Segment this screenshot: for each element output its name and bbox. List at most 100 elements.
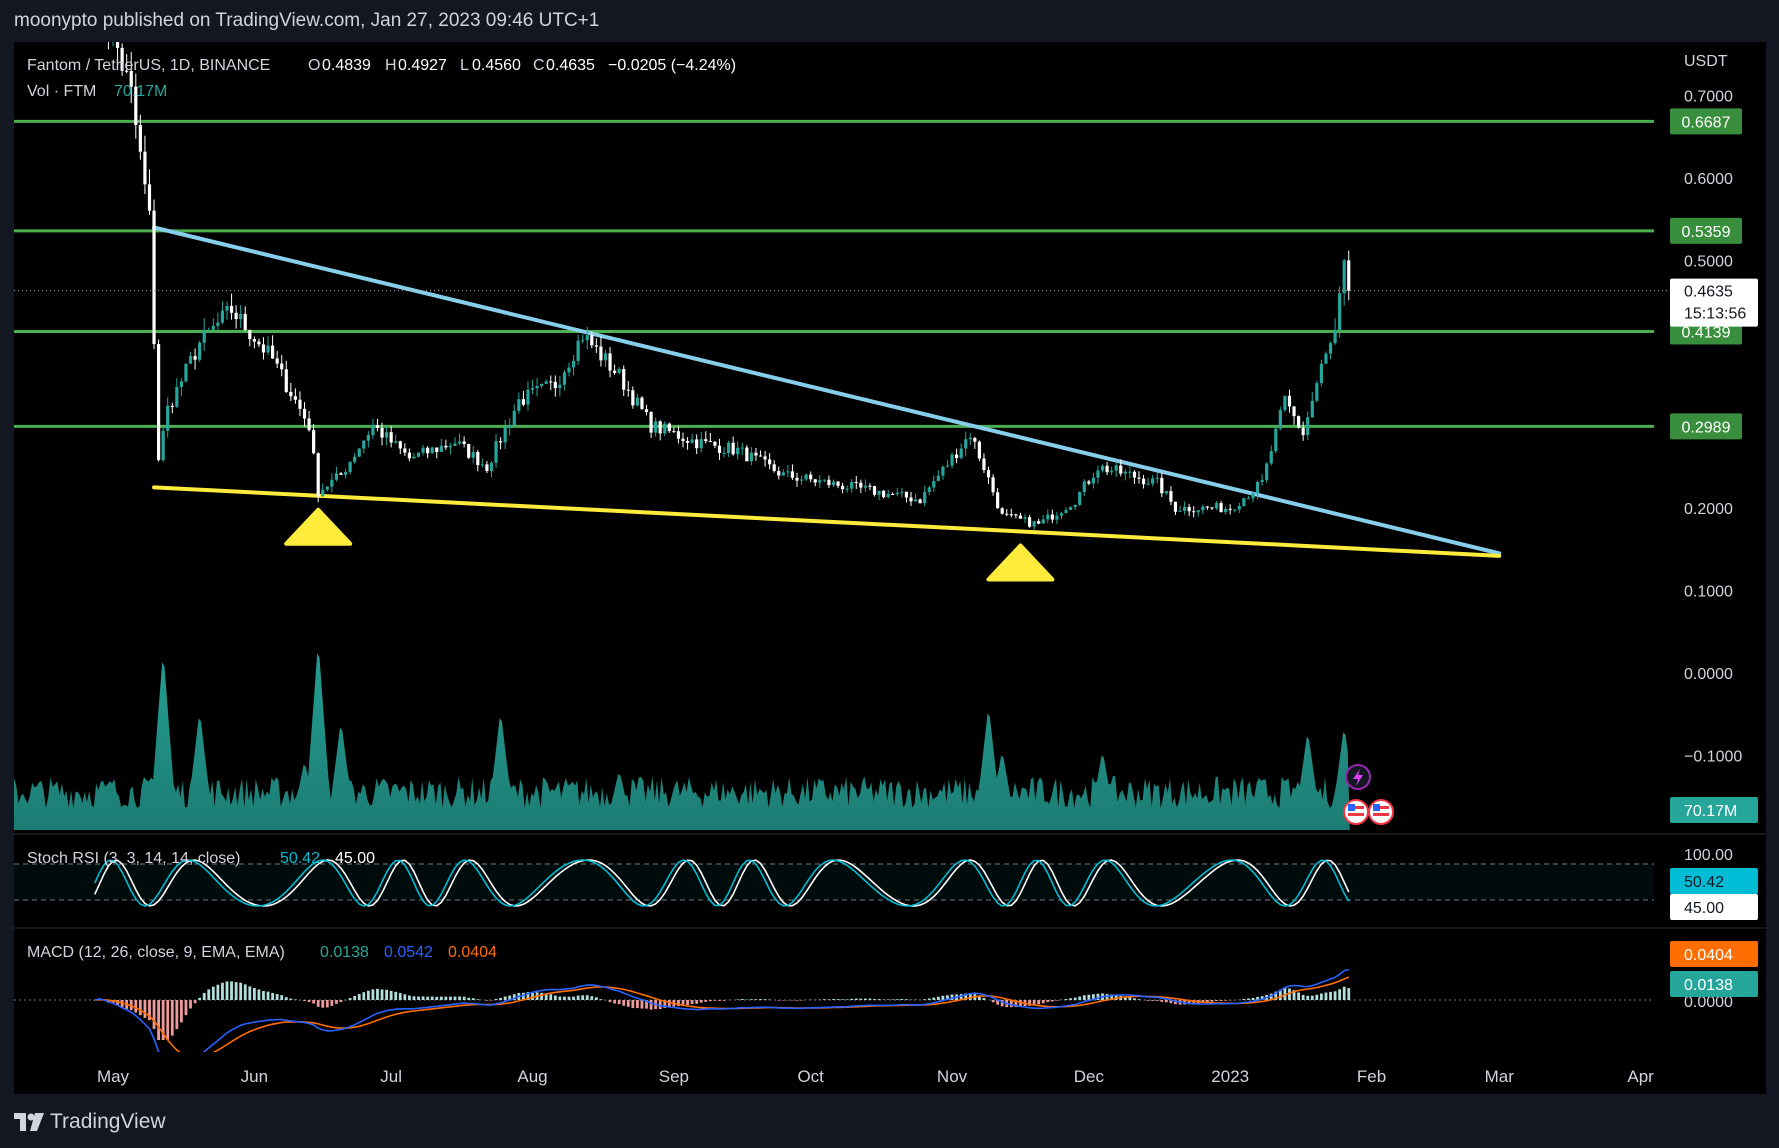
x-tick-label: Mar xyxy=(1485,1067,1515,1086)
countdown-value: 15:13:56 xyxy=(1684,306,1746,323)
macd-legend: MACD (12, 26, close, 9, EMA, EMA) 0.0138… xyxy=(27,944,497,961)
macd-histogram-bar xyxy=(781,1000,785,1001)
candle-body xyxy=(1100,465,1105,471)
stoch-k-line xyxy=(94,859,1350,907)
macd-histogram-bar xyxy=(234,982,238,1000)
macd-histogram-bar xyxy=(134,1000,138,1013)
candle-body xyxy=(754,452,758,456)
macd-histogram-bar xyxy=(166,1000,170,1040)
macd-histogram-bar xyxy=(795,1000,799,1001)
stoch-d-tag-value: 45.00 xyxy=(1684,900,1724,917)
candle-body xyxy=(599,346,603,361)
candle-body xyxy=(895,492,899,495)
us-flag-event-icon[interactable] xyxy=(1343,799,1369,825)
macd-histogram-bar xyxy=(640,1000,644,1009)
candle-body xyxy=(416,452,421,457)
candle-body xyxy=(1251,493,1255,499)
macd-histogram-bar xyxy=(690,1000,694,1005)
macd-pane xyxy=(14,968,1654,1052)
macd-histogram-bar xyxy=(243,984,247,1000)
candle-body xyxy=(166,405,170,431)
candle-body xyxy=(1114,465,1118,471)
stoch-d-line xyxy=(94,859,1350,907)
macd-histogram-bar xyxy=(152,1000,156,1029)
candle-body xyxy=(1132,471,1137,478)
macd-histogram-bar xyxy=(777,1000,781,1001)
macd-histogram-bar xyxy=(1092,994,1095,1000)
candle-body xyxy=(389,432,393,443)
macd-histogram-bar xyxy=(148,1000,151,1021)
chart-frame[interactable] xyxy=(14,42,1766,1094)
macd-histogram-bar xyxy=(1215,1000,1218,1001)
macd-histogram-bar xyxy=(303,1000,306,1002)
candle-body xyxy=(918,499,922,504)
time-axis[interactable]: May Jun Jul Aug Sep Oct Nov Dec 2023 Feb Mar Apr xyxy=(97,1067,1654,1086)
candle-body xyxy=(977,441,981,459)
macd-histogram-bar xyxy=(877,999,881,1000)
candle-body xyxy=(1328,343,1333,354)
tradingview-logo[interactable]: TradingView xyxy=(14,1108,166,1136)
macd-histogram-bar xyxy=(280,995,284,1000)
macd-histogram-bar xyxy=(718,1000,721,1001)
event-icons[interactable] xyxy=(1343,764,1394,825)
candle-body xyxy=(1046,514,1050,520)
candle-body xyxy=(736,447,740,455)
horizontal-levels xyxy=(14,119,1654,428)
candle-body xyxy=(1073,504,1077,508)
us-flag-event-icon[interactable] xyxy=(1368,799,1394,825)
flag-stripe-icon xyxy=(1348,813,1364,816)
legend-l-value: 0.4560 xyxy=(472,57,521,74)
y-tick-label: 0.6000 xyxy=(1684,171,1733,188)
candle-body xyxy=(904,491,909,498)
candle-body xyxy=(462,441,466,444)
candle-body xyxy=(822,479,826,481)
candle-body xyxy=(1009,514,1013,516)
macd-histogram-bar xyxy=(307,1000,311,1002)
candle-body xyxy=(1082,481,1086,493)
macd-histogram-bar xyxy=(946,995,949,1000)
candle-body xyxy=(275,358,279,364)
candle-body xyxy=(950,454,954,466)
candle-body xyxy=(1146,483,1150,485)
macd-histogram-bar xyxy=(526,992,530,1000)
candle-body xyxy=(585,335,589,341)
macd-histogram-bar xyxy=(667,1000,671,1008)
macd-histogram-bar xyxy=(1146,1000,1150,1001)
candle-body xyxy=(603,353,608,361)
candle-body xyxy=(325,486,329,490)
macd-histogram-bar xyxy=(964,993,968,1000)
macd-histogram-bar xyxy=(1192,1000,1196,1005)
candle-body xyxy=(841,485,845,490)
candle-body xyxy=(280,363,284,370)
macd-histogram-bar xyxy=(389,990,393,1000)
candle-body xyxy=(229,305,234,313)
macd-histogram-bar xyxy=(266,991,270,1000)
macd-histogram-bar xyxy=(1283,988,1287,1000)
x-tick-label: Apr xyxy=(1627,1067,1654,1086)
macd-histogram-bar xyxy=(412,996,416,1000)
macd-histogram-bar xyxy=(1242,999,1246,1000)
macd-histogram-bar xyxy=(1315,994,1319,1000)
candle-body xyxy=(179,381,183,388)
stoch-d-value: 45.00 xyxy=(335,850,375,867)
markers xyxy=(284,507,1055,582)
macd-histogram-bar xyxy=(645,1000,648,1009)
macd-histogram-bar xyxy=(221,982,224,1000)
stoch-band-fill xyxy=(14,864,1654,900)
candle-body xyxy=(854,481,858,483)
macd-histogram-bar xyxy=(936,996,940,1000)
macd-histogram-bar xyxy=(357,994,361,1000)
candle-body xyxy=(1315,383,1319,401)
stoch-k-tag xyxy=(1670,868,1758,894)
macd-histogram-bar xyxy=(1014,1000,1018,1007)
macd-histogram-bar xyxy=(1137,999,1141,1000)
candle-body xyxy=(430,447,434,454)
macd-histogram-bar xyxy=(284,997,288,1000)
macd-histogram-bar xyxy=(321,1000,325,1008)
macd-histogram-bar xyxy=(1310,995,1314,1000)
candle-body xyxy=(695,439,699,449)
candle-body xyxy=(663,423,667,434)
price-axis[interactable]: 0.7000 0.6000 0.5000 0.2000 0.1000 0.0000 −0.1… xyxy=(1670,89,1742,766)
candle-body xyxy=(457,441,462,444)
